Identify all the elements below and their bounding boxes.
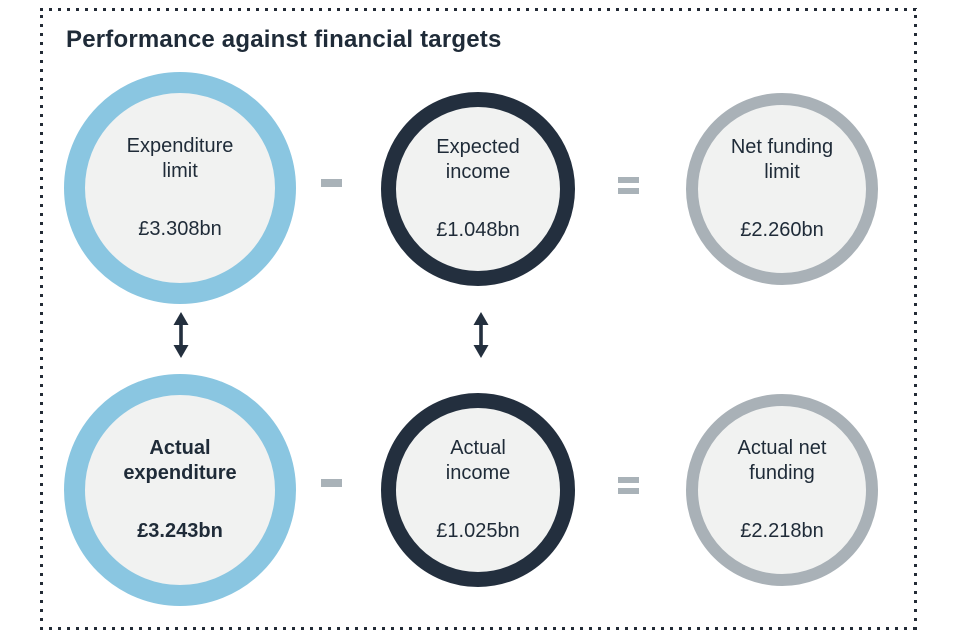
circle-actual-income: Actual income £1.025bn	[381, 393, 575, 587]
circle-net-funding-limit: Net funding limit £2.260bn	[686, 93, 878, 285]
circle-value: £1.025bn	[436, 519, 520, 542]
circle-text: Expenditure limit £3.308bn	[127, 108, 234, 268]
circle-label: Expected income	[436, 135, 520, 184]
minus-icon	[321, 479, 342, 487]
circle-label: Actual expenditure	[123, 436, 237, 485]
circle-actual-net-funding: Actual net funding £2.218bn	[686, 394, 878, 586]
circle-text: Expected income £1.048bn	[436, 109, 519, 269]
circle-label: Actual income	[445, 436, 511, 485]
circle-text: Actual net funding £2.218bn	[738, 410, 827, 570]
minus-icon	[321, 179, 342, 187]
circle-label: Actual net funding	[737, 436, 827, 485]
vertical-double-arrow-icon	[173, 312, 189, 358]
equals-icon	[618, 477, 639, 494]
vertical-double-arrow-icon	[473, 312, 489, 358]
circle-actual-expenditure: Actual expenditure £3.243bn	[64, 374, 296, 606]
circle-label: Expenditure limit	[126, 134, 234, 183]
circle-text: Actual income £1.025bn	[436, 410, 519, 570]
circle-value: £1.048bn	[436, 218, 520, 241]
equals-icon	[618, 177, 639, 194]
circle-expenditure-limit: Expenditure limit £3.308bn	[64, 72, 296, 304]
circle-expected-income: Expected income £1.048bn	[381, 92, 575, 286]
circle-value: £2.260bn	[740, 218, 824, 241]
circle-value: £2.218bn	[740, 519, 824, 542]
page-title: Performance against financial targets	[66, 26, 502, 53]
circle-text: Net funding limit £2.260bn	[731, 109, 833, 269]
circle-text: Actual expenditure £3.243bn	[123, 410, 236, 570]
circle-label: Net funding limit	[730, 135, 834, 184]
circle-value: £3.243bn	[137, 519, 223, 542]
circle-value: £3.308bn	[138, 217, 222, 240]
